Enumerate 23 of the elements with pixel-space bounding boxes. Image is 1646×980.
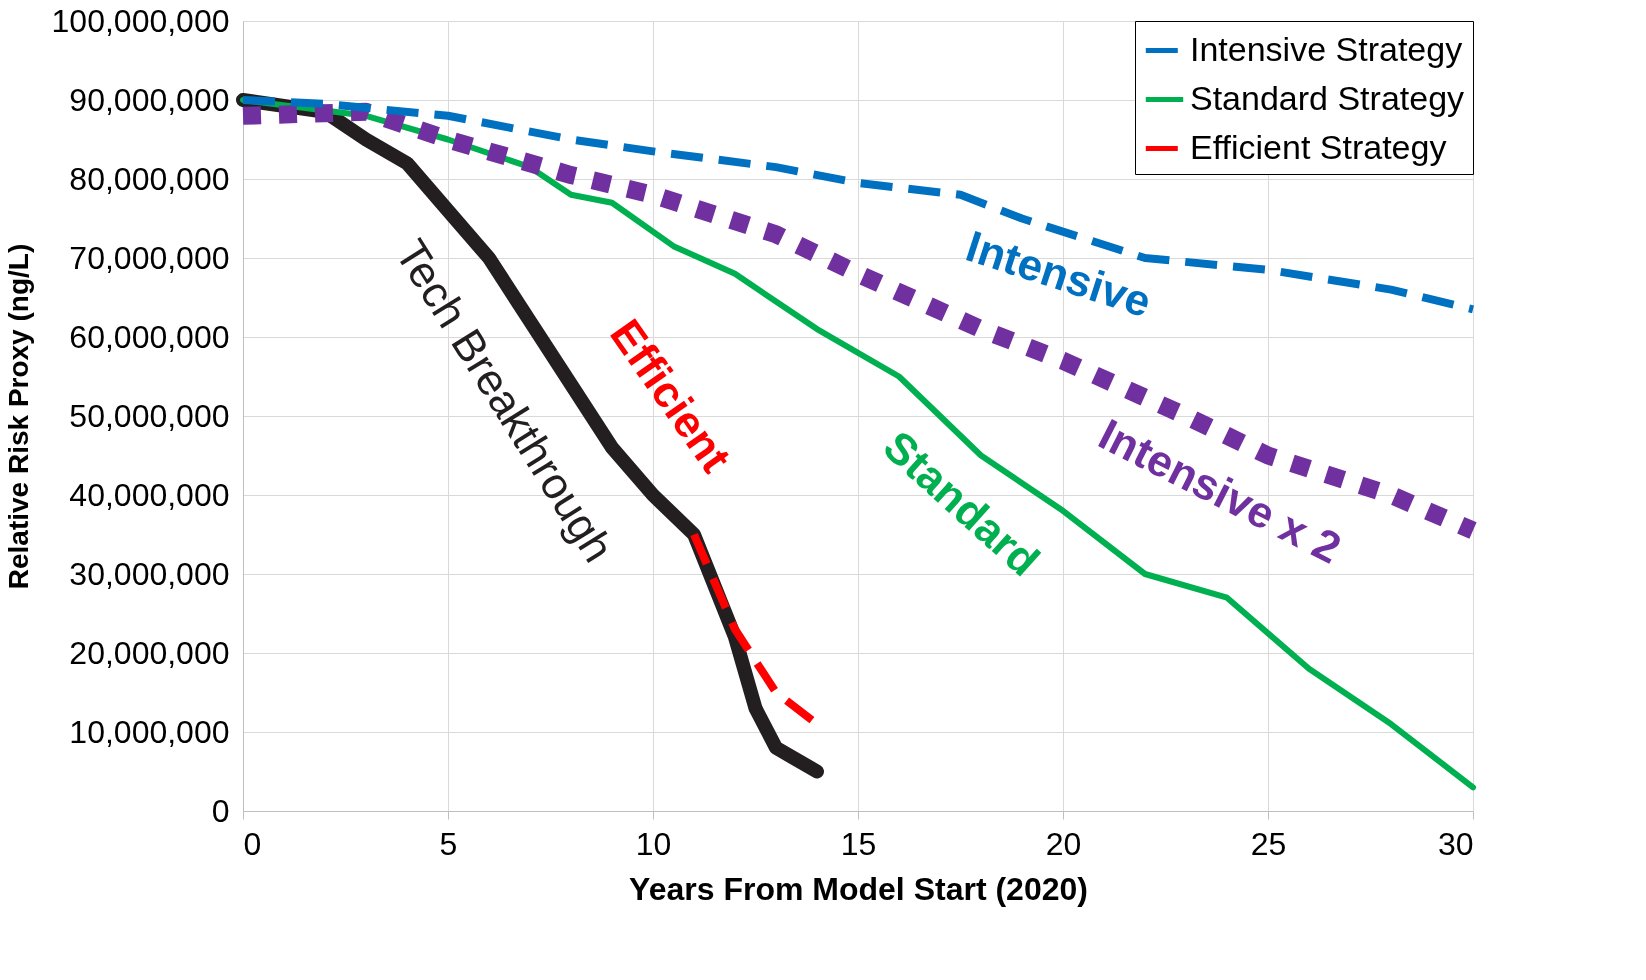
- y-axis-title: Relative Risk Proxy (ng/L): [2, 243, 34, 590]
- x-tick-label: 15: [840, 825, 877, 862]
- y-tick-label: 70,000,000: [69, 239, 230, 276]
- y-tick-label: 90,000,000: [69, 81, 230, 118]
- y-tick-label: 20,000,000: [69, 634, 230, 671]
- y-tick-label: 80,000,000: [69, 160, 230, 197]
- legend-label: Standard Strategy: [1190, 78, 1465, 117]
- y-tick-label: 50,000,000: [69, 397, 230, 434]
- y-tick-label: 40,000,000: [69, 476, 230, 513]
- x-tick-label: 25: [1250, 825, 1287, 862]
- y-tick-label: 100,000,000: [51, 2, 230, 39]
- x-axis-title: Years From Model Start (2020): [629, 870, 1088, 907]
- x-tick-label: 30: [1437, 825, 1474, 862]
- x-tick-label: 10: [635, 825, 672, 862]
- y-tick-label: 0: [211, 792, 230, 829]
- x-tick-label: 0: [243, 825, 262, 862]
- x-tick-label: 20: [1045, 825, 1082, 862]
- y-tick-label: 60,000,000: [69, 318, 230, 355]
- x-tick-label: 5: [439, 825, 458, 862]
- legend-label: Intensive Strategy: [1190, 29, 1463, 68]
- legend-label: Efficient Strategy: [1190, 127, 1447, 166]
- y-tick-label: 10,000,000: [69, 713, 230, 750]
- y-tick-label: 30,000,000: [69, 555, 230, 592]
